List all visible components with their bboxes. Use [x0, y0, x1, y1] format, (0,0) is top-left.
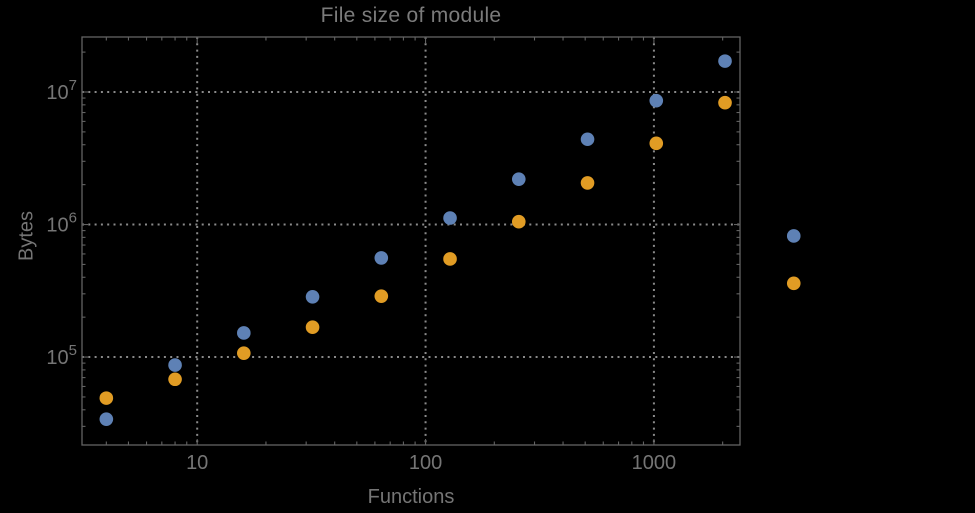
data-point-blue-series	[649, 93, 664, 108]
data-point-orange-series	[168, 372, 182, 387]
data-point-orange-series	[580, 176, 595, 190]
x-tick-label: 10	[186, 452, 208, 474]
data-point-blue-series	[511, 172, 526, 186]
data-point-orange-series	[649, 136, 664, 151]
data-point-blue-series	[237, 326, 251, 340]
data-point-orange-series	[443, 252, 457, 266]
data-point-blue-series	[786, 229, 801, 243]
y-tick-label: 107	[46, 77, 77, 104]
y-tick-label: 106	[46, 210, 77, 237]
data-point-orange-series	[305, 320, 320, 334]
x-tick-label: 1000	[632, 452, 677, 474]
data-point-orange-series	[511, 214, 526, 229]
data-point-orange-series	[237, 346, 251, 360]
data-point-blue-series	[374, 251, 389, 265]
data-point-orange-series	[718, 95, 732, 110]
data-point-orange-series	[99, 391, 114, 405]
x-axis-label: Functions	[367, 486, 455, 508]
data-point-blue-series	[718, 54, 732, 68]
data-point-blue-series	[580, 132, 595, 147]
data-point-blue-series	[168, 358, 182, 372]
data-point-blue-series	[99, 412, 114, 426]
x-tick-label: 100	[409, 452, 442, 474]
chart-title: File size of module	[320, 4, 502, 27]
data-point-orange-series	[786, 276, 801, 291]
data-point-blue-series	[443, 211, 457, 225]
data-point-orange-series	[374, 289, 389, 303]
data-point-blue-series	[305, 289, 320, 304]
y-tick-label: 105	[46, 342, 77, 369]
plot-frame	[81, 36, 741, 446]
